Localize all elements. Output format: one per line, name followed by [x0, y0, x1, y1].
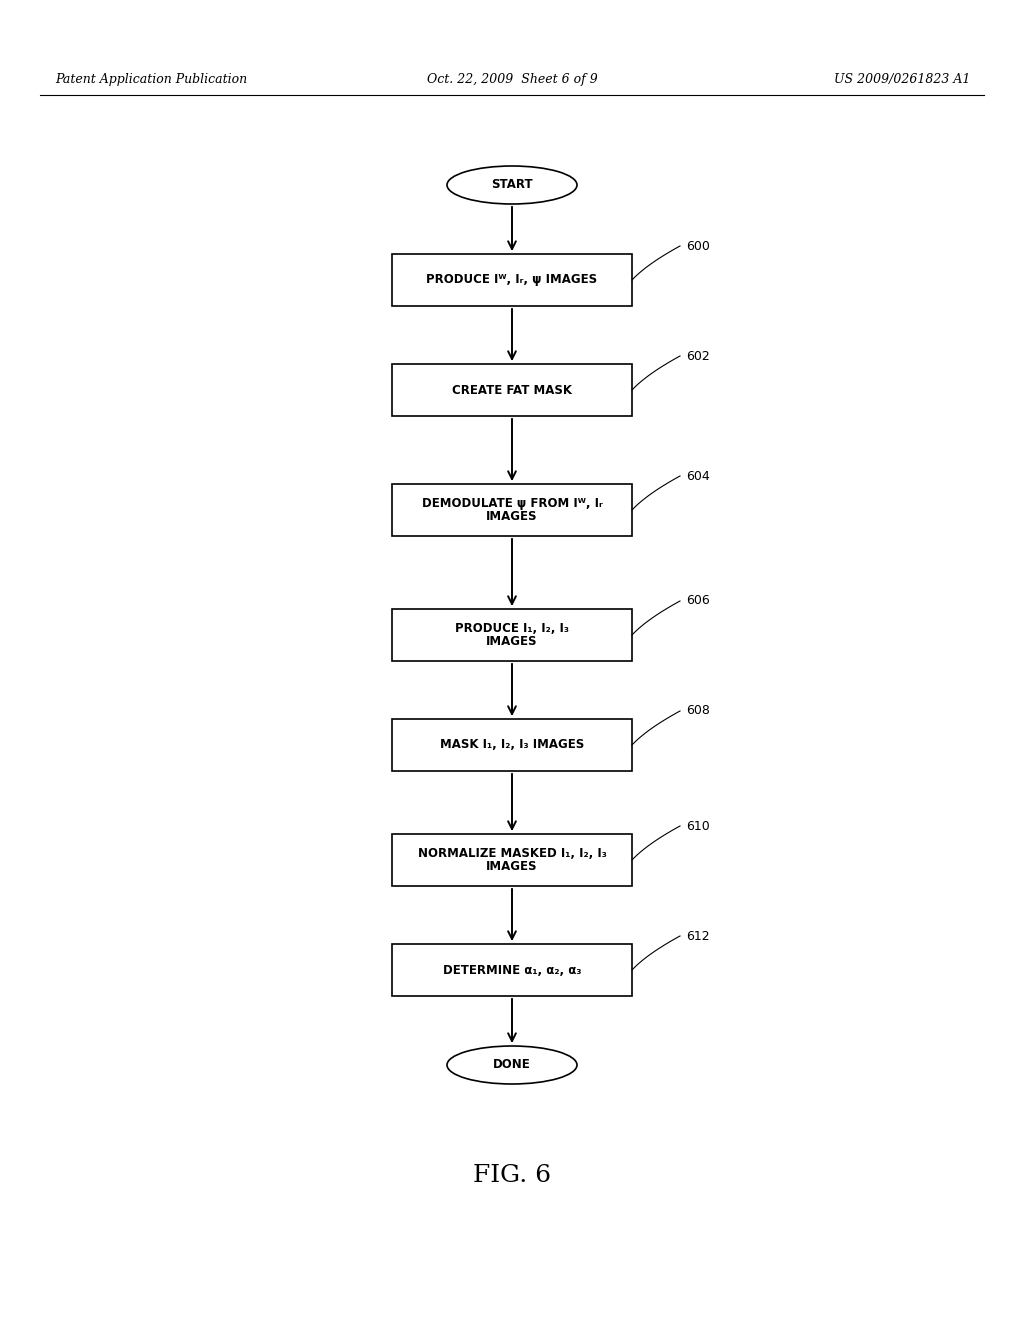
Text: CREATE FAT MASK: CREATE FAT MASK: [452, 384, 572, 396]
Text: IMAGES: IMAGES: [486, 861, 538, 873]
Text: PRODUCE Iᵂ, Iᵣ, ψ IMAGES: PRODUCE Iᵂ, Iᵣ, ψ IMAGES: [426, 273, 598, 286]
Text: NORMALIZE MASKED I₁, I₂, I₃: NORMALIZE MASKED I₁, I₂, I₃: [418, 847, 606, 859]
Text: DETERMINE α₁, α₂, α₃: DETERMINE α₁, α₂, α₃: [442, 964, 582, 977]
Ellipse shape: [447, 166, 577, 205]
FancyBboxPatch shape: [392, 609, 632, 661]
Text: PRODUCE I₁, I₂, I₃: PRODUCE I₁, I₂, I₃: [455, 622, 569, 635]
Text: 606: 606: [686, 594, 710, 607]
FancyBboxPatch shape: [392, 253, 632, 306]
Text: DEMODULATE ψ FROM Iᵂ, Iᵣ: DEMODULATE ψ FROM Iᵂ, Iᵣ: [422, 496, 602, 510]
FancyBboxPatch shape: [392, 719, 632, 771]
FancyBboxPatch shape: [392, 364, 632, 416]
Text: Patent Application Publication: Patent Application Publication: [55, 74, 247, 87]
Text: 602: 602: [686, 350, 710, 363]
Text: 604: 604: [686, 470, 710, 483]
Text: 600: 600: [686, 239, 710, 252]
Text: 608: 608: [686, 705, 710, 718]
Text: 612: 612: [686, 929, 710, 942]
Text: IMAGES: IMAGES: [486, 635, 538, 648]
FancyBboxPatch shape: [392, 944, 632, 997]
Ellipse shape: [447, 1045, 577, 1084]
FancyBboxPatch shape: [392, 484, 632, 536]
Text: DONE: DONE: [494, 1059, 530, 1072]
Text: US 2009/0261823 A1: US 2009/0261823 A1: [834, 74, 970, 87]
Text: FIG. 6: FIG. 6: [473, 1163, 551, 1187]
Text: IMAGES: IMAGES: [486, 510, 538, 523]
Text: MASK I₁, I₂, I₃ IMAGES: MASK I₁, I₂, I₃ IMAGES: [440, 738, 584, 751]
FancyBboxPatch shape: [392, 834, 632, 886]
Text: Oct. 22, 2009  Sheet 6 of 9: Oct. 22, 2009 Sheet 6 of 9: [427, 74, 597, 87]
Text: START: START: [492, 178, 532, 191]
Text: 610: 610: [686, 820, 710, 833]
